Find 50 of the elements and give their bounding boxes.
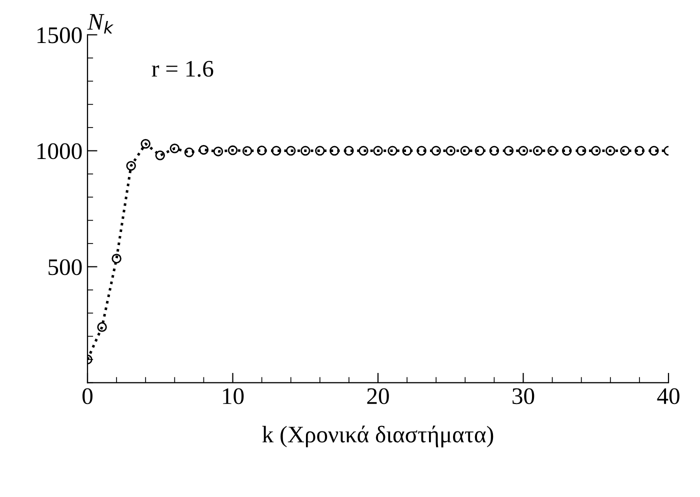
x-tick-label: 30 bbox=[512, 388, 534, 404]
x-tick-label: 20 bbox=[367, 388, 389, 404]
point bbox=[402, 146, 412, 156]
y-tick-label: 500 bbox=[48, 259, 82, 276]
point bbox=[286, 146, 296, 156]
point bbox=[388, 146, 398, 156]
point bbox=[330, 146, 340, 156]
point bbox=[256, 146, 267, 156]
point bbox=[271, 146, 282, 156]
point bbox=[373, 146, 383, 156]
point bbox=[518, 146, 528, 156]
point bbox=[112, 254, 122, 264]
point bbox=[242, 146, 252, 156]
x-tick-label: 10 bbox=[223, 388, 244, 404]
y-axis-title: N$_{k}$ bbox=[87, 14, 114, 34]
y-tick-label: 1500 bbox=[37, 27, 82, 44]
x-tick-label: 40 bbox=[657, 388, 680, 404]
point bbox=[576, 146, 586, 156]
point bbox=[213, 146, 224, 156]
point bbox=[315, 146, 325, 156]
annotation: r = 1.6 bbox=[152, 60, 214, 77]
point bbox=[489, 146, 500, 156]
point bbox=[358, 146, 368, 156]
point bbox=[591, 146, 601, 156]
point bbox=[140, 138, 150, 149]
point bbox=[562, 146, 572, 156]
point bbox=[155, 150, 165, 160]
point bbox=[532, 146, 543, 156]
point bbox=[606, 146, 616, 156]
point bbox=[474, 146, 485, 156]
point bbox=[446, 146, 456, 156]
x-tick-label: 0 bbox=[82, 388, 93, 404]
point bbox=[649, 146, 659, 156]
point bbox=[634, 146, 644, 156]
point bbox=[416, 146, 426, 156]
point bbox=[184, 148, 194, 158]
x-axis-title: k (Χρονικά διαστήματα) bbox=[262, 426, 494, 448]
point bbox=[460, 146, 470, 156]
point bbox=[620, 146, 630, 156]
point bbox=[504, 146, 514, 156]
y-tick-label: 1000 bbox=[37, 143, 82, 160]
point bbox=[97, 322, 107, 332]
point bbox=[170, 144, 180, 154]
point bbox=[300, 146, 310, 156]
point bbox=[547, 146, 558, 156]
point bbox=[431, 146, 441, 156]
point bbox=[126, 160, 136, 171]
point bbox=[344, 146, 354, 156]
point bbox=[228, 145, 238, 156]
point bbox=[198, 144, 209, 155]
